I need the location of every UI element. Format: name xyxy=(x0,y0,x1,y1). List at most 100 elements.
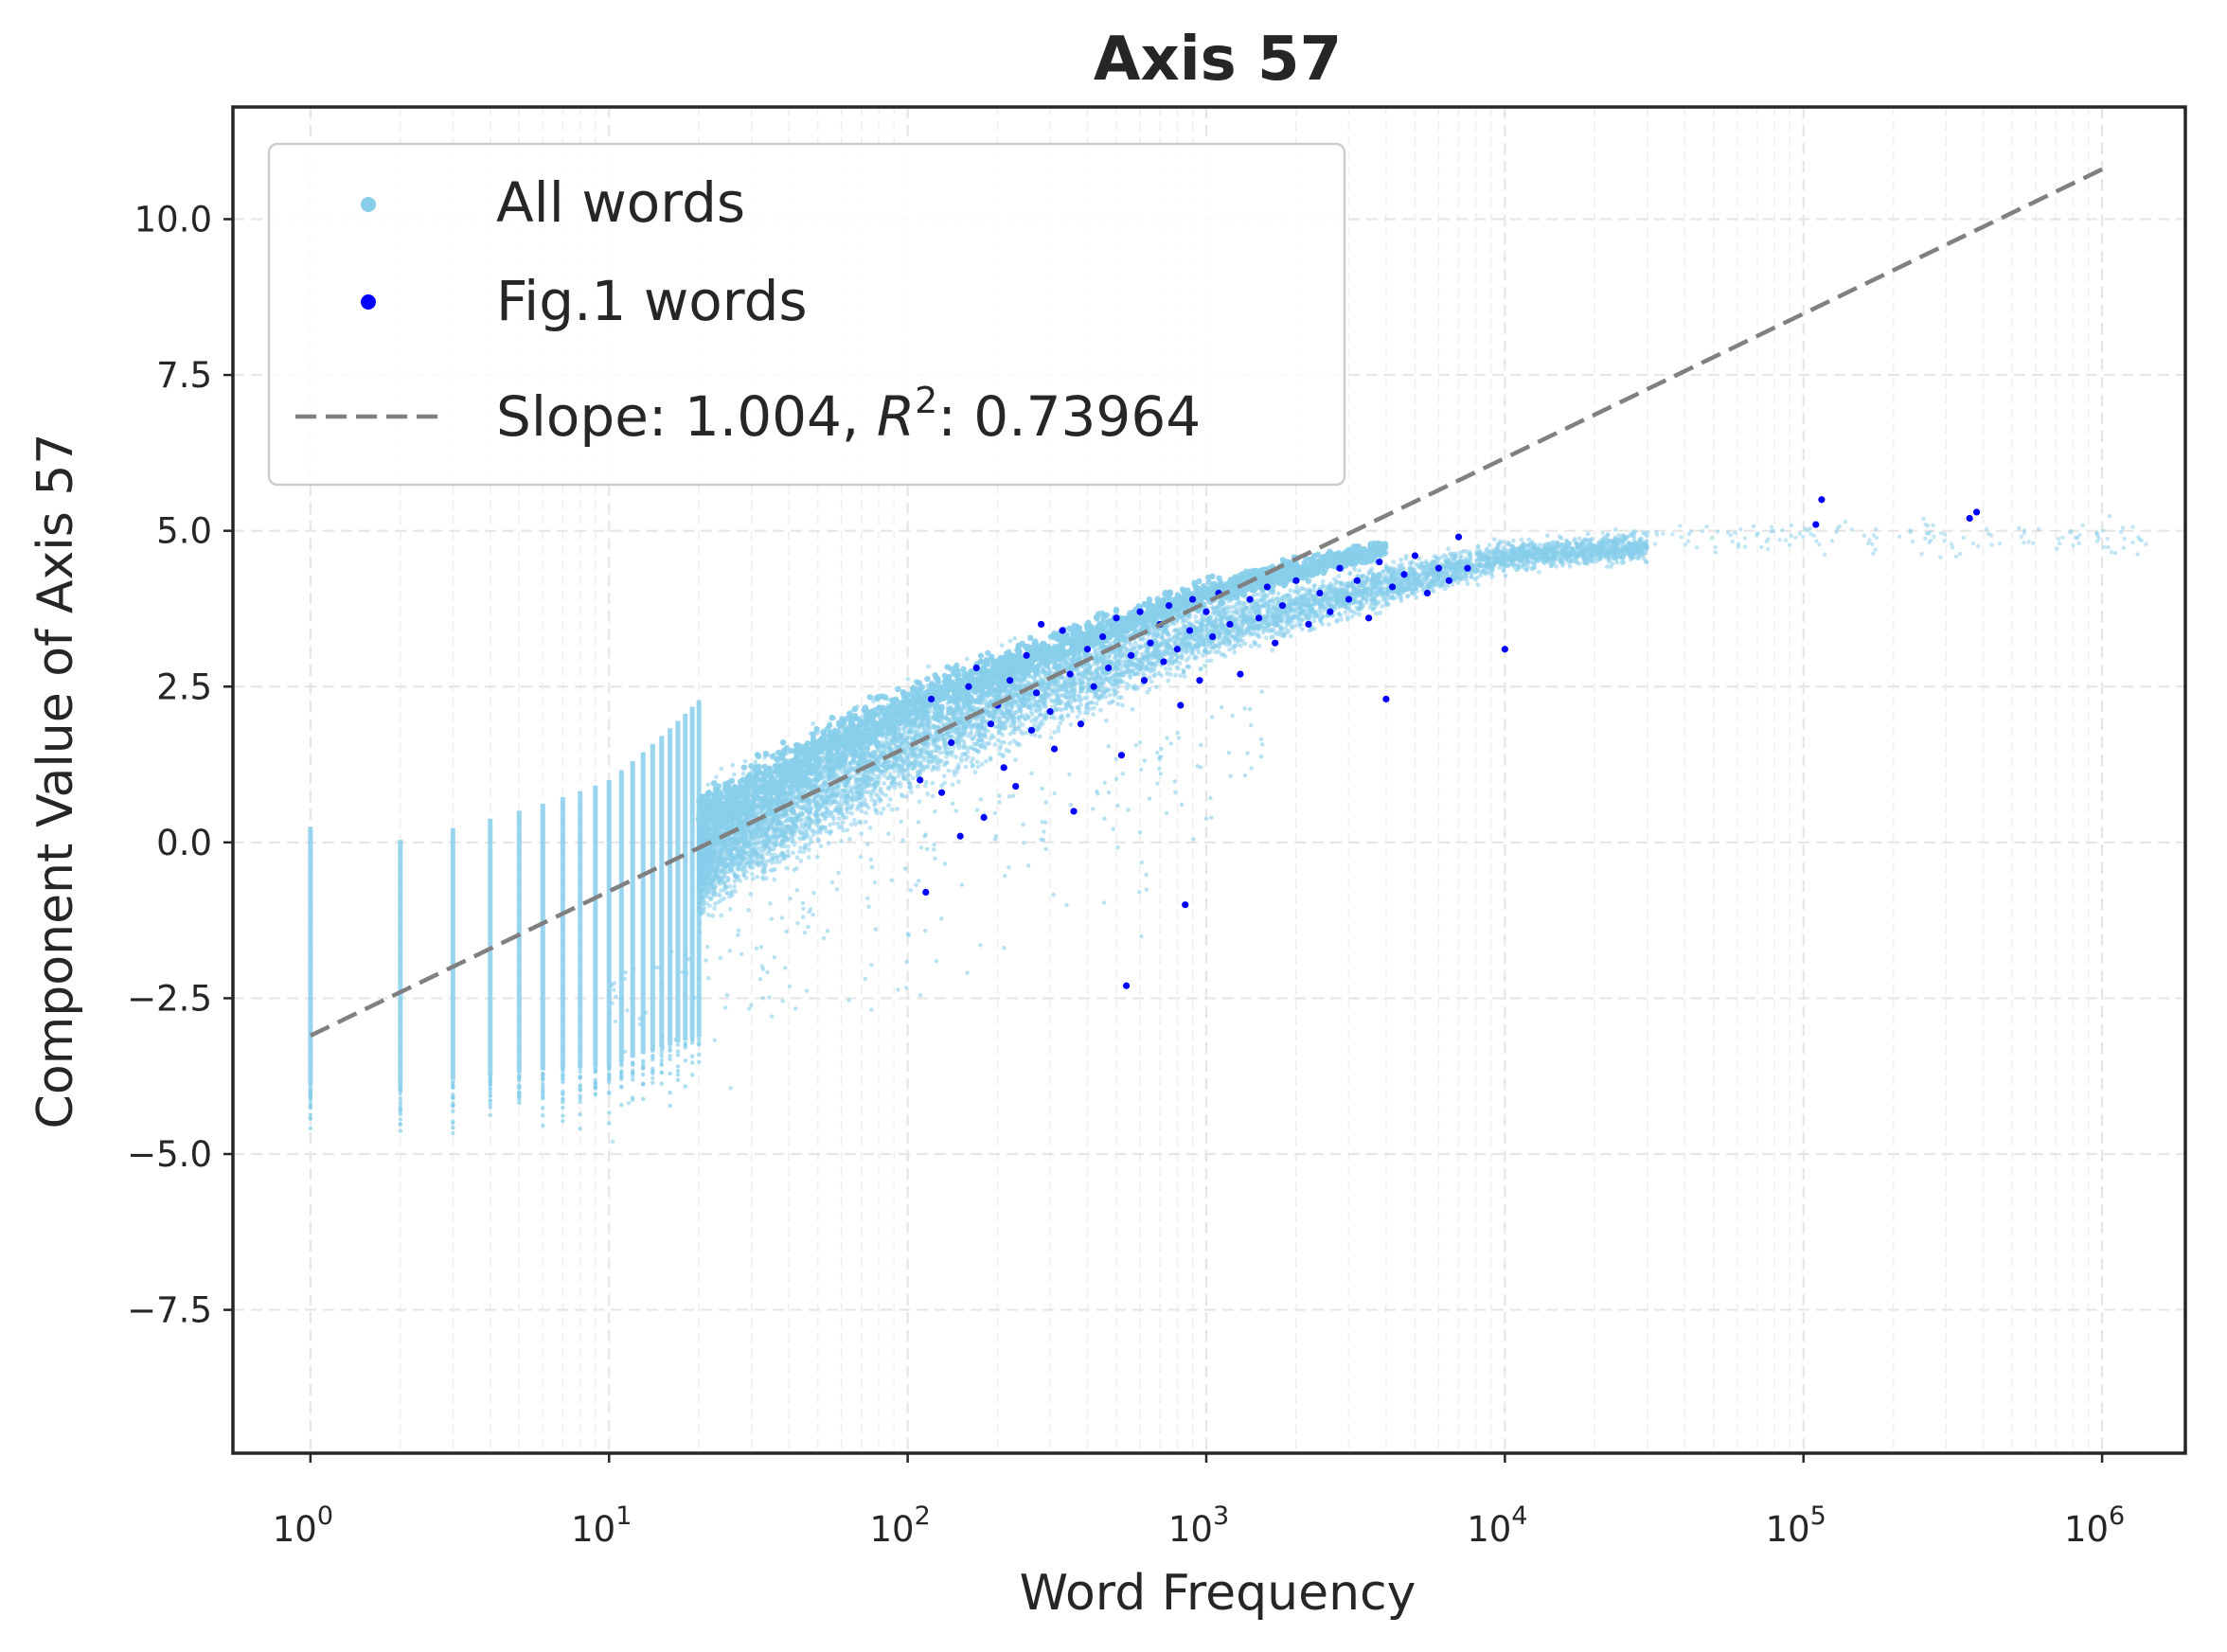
all-words-point xyxy=(607,1110,612,1115)
all-words-point xyxy=(1450,582,1455,587)
all-words-point xyxy=(1298,622,1304,627)
all-words-point xyxy=(517,1100,522,1106)
all-words-point xyxy=(619,1059,624,1065)
all-words-point xyxy=(1357,612,1362,617)
all-words-point xyxy=(640,1066,646,1071)
all-words-point xyxy=(1585,531,1591,537)
all-words-point xyxy=(865,806,871,810)
all-words-point xyxy=(668,1057,672,1062)
all-words-point xyxy=(712,901,718,907)
all-words-point xyxy=(631,1070,635,1075)
all-words-point xyxy=(517,1084,522,1090)
all-words-point xyxy=(488,1098,492,1104)
all-words-point xyxy=(541,1092,545,1097)
all-words-point xyxy=(963,764,969,770)
all-words-point xyxy=(640,1081,646,1087)
all-words-point xyxy=(1193,614,1199,619)
all-words-point xyxy=(1007,638,1013,644)
all-words-point xyxy=(619,1076,624,1082)
all-words-point xyxy=(541,1106,545,1110)
all-words-point xyxy=(1510,538,1516,543)
all-words-point xyxy=(451,1126,455,1130)
all-words-point xyxy=(398,1101,403,1107)
all-words-point xyxy=(811,721,816,726)
all-words-point xyxy=(983,758,989,764)
all-words-point xyxy=(851,817,857,823)
all-words-point xyxy=(1078,694,1082,700)
all-words-point xyxy=(561,1092,565,1096)
all-words-point xyxy=(398,1085,403,1090)
all-words-point xyxy=(1007,740,1013,746)
all-words-point xyxy=(1338,617,1344,622)
all-words-point xyxy=(619,1063,624,1068)
all-words-point xyxy=(398,1122,403,1127)
all-words-point xyxy=(953,755,958,759)
all-words-point xyxy=(723,885,729,891)
all-words-point xyxy=(697,920,703,926)
all-words-scatter xyxy=(308,514,2148,1145)
all-words-point xyxy=(1643,560,1648,564)
all-words-point xyxy=(308,1085,313,1090)
all-words-point xyxy=(921,757,927,763)
all-words-point xyxy=(1256,644,1262,648)
all-words-point xyxy=(488,1081,492,1086)
all-words-point xyxy=(308,1112,313,1117)
all-words-point xyxy=(398,1117,403,1122)
all-words-point xyxy=(398,1128,403,1133)
all-words-point xyxy=(650,1080,655,1085)
all-words-point xyxy=(1056,728,1061,734)
all-words-point xyxy=(697,929,703,934)
all-words-point xyxy=(1163,666,1168,671)
all-words-point xyxy=(607,1092,612,1096)
all-words-point xyxy=(488,1093,492,1098)
all-words-point xyxy=(675,1064,681,1069)
all-words-point xyxy=(675,1073,681,1077)
all-words-point xyxy=(640,1096,646,1102)
all-words-point xyxy=(451,1092,455,1097)
all-words-point xyxy=(517,1071,522,1076)
all-words-point xyxy=(607,1074,612,1079)
all-words-point xyxy=(727,906,733,912)
all-words-point xyxy=(1147,686,1152,692)
all-words-point xyxy=(683,1058,687,1063)
all-words-point xyxy=(696,1041,702,1046)
all-words-point xyxy=(955,779,961,785)
all-words-point xyxy=(675,1068,681,1074)
all-words-point xyxy=(1577,536,1582,542)
all-words-point xyxy=(867,826,873,830)
all-words-point xyxy=(398,1088,403,1092)
all-words-point xyxy=(696,1052,702,1057)
all-words-point xyxy=(578,1066,582,1071)
all-words-point xyxy=(517,1094,522,1099)
all-words-point xyxy=(915,784,920,789)
all-words-point xyxy=(593,1092,598,1097)
all-words-point xyxy=(451,1100,455,1106)
all-words-point xyxy=(517,1078,522,1083)
all-words-point xyxy=(1182,674,1187,679)
all-words-point xyxy=(1091,712,1096,718)
all-words-point xyxy=(451,1080,455,1085)
all-words-point xyxy=(1270,634,1275,640)
all-words-point xyxy=(517,1091,522,1096)
all-words-point xyxy=(631,1077,635,1082)
all-words-point xyxy=(488,1087,492,1092)
all-words-point xyxy=(846,837,852,842)
all-words-point xyxy=(1320,621,1326,627)
all-words-point xyxy=(607,1080,612,1085)
all-words-point xyxy=(578,1069,582,1075)
all-words-point xyxy=(1491,537,1497,542)
all-words-point xyxy=(683,1042,687,1047)
all-words-point xyxy=(640,1072,646,1077)
all-words-point xyxy=(451,1130,455,1136)
all-words-point xyxy=(607,1121,612,1126)
all-words-point xyxy=(950,782,955,788)
all-words-point xyxy=(488,1112,492,1118)
all-words-point xyxy=(1248,644,1254,648)
all-words-point xyxy=(791,850,795,856)
all-words-point xyxy=(561,1096,565,1101)
all-words-point xyxy=(912,728,918,734)
all-words-point xyxy=(839,839,845,844)
all-words-point xyxy=(714,774,719,780)
all-words-point xyxy=(1078,702,1083,708)
